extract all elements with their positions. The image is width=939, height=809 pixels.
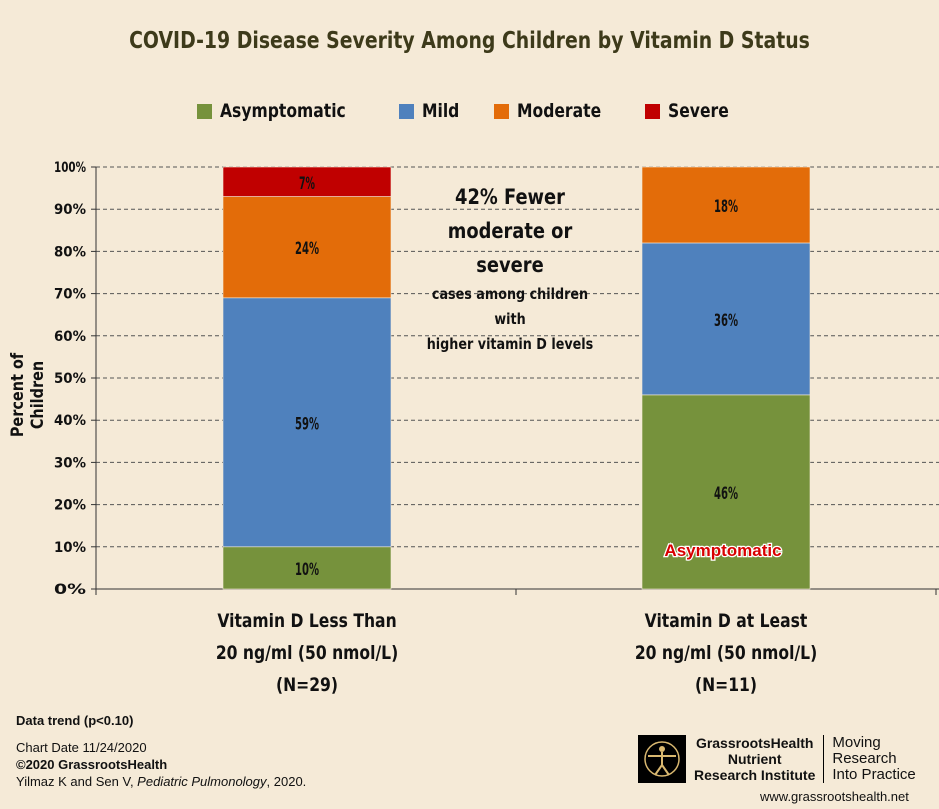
legend-label: Asymptomatic: [219, 100, 346, 122]
legend-item-mild: Mild: [399, 100, 468, 122]
logo-line1: GrassrootsHealth: [695, 735, 814, 751]
data-label-2-moderate: 18%: [714, 197, 738, 217]
logo-divider: [823, 735, 825, 783]
bar-1-asymptomatic: [222, 546, 392, 590]
legend-item-severe: Severe: [645, 100, 742, 122]
y-tick-label: 0%: [54, 582, 86, 598]
annotation-line4: higher vitamin D levels: [426, 335, 594, 353]
logo-line3: Research Institute: [694, 767, 816, 783]
chart-title: COVID-19 Disease Severity Among Children…: [129, 28, 810, 54]
logo-name: GrassrootsHealth Nutrient Research Insti…: [694, 735, 815, 783]
citation-journal: Pediatric Pulmonology: [137, 774, 267, 789]
x-category-1-line2: 20 ng/ml (50 nmol/L): [215, 642, 399, 664]
tagline-line2: Research: [832, 750, 897, 767]
bar-1-moderate: [222, 196, 392, 299]
bar-1-severe: [222, 166, 392, 197]
y-tick-label: 40%: [54, 413, 86, 429]
y-tick-label: 10%: [54, 540, 86, 556]
y-tick-label: 20%: [54, 498, 86, 514]
annotation-line2: moderate or severe: [447, 219, 573, 277]
legend-swatch: [399, 103, 415, 119]
legend-item-asymptomatic: Asymptomatic: [196, 100, 373, 122]
citation-year: , 2020.: [266, 774, 307, 789]
data-label-1-mild: 59%: [295, 414, 319, 434]
tagline-line1: Moving: [832, 734, 881, 751]
annotation-line1: 42% Fewer: [455, 185, 565, 209]
y-tick-label: 30%: [54, 455, 86, 471]
data-label-2-asymptomatic: 46%: [714, 484, 738, 504]
legend-item-moderate: Moderate: [493, 100, 620, 122]
tagline-line3: Into Practice: [832, 766, 916, 783]
y-tick-label: 90%: [54, 202, 86, 218]
bar-1-mild: [222, 297, 392, 548]
annotation-line3: cases among children with: [431, 285, 589, 328]
website-url[interactable]: www.grassrootshealth.net: [760, 789, 909, 804]
bar-2-asymptomatic: [641, 394, 811, 590]
footer: Data trend (p<0.10) Chart Date 11/24/202…: [16, 712, 306, 790]
x-category-1-line3: (N=29): [275, 674, 339, 696]
x-category-2-line2: 20 ng/ml (50 nmol/L): [634, 642, 818, 664]
fewer-cases-annotation: 42% Fewer moderate or severe cases among…: [425, 180, 595, 357]
data-label-1-moderate: 24%: [295, 239, 319, 259]
x-category-1: Vitamin D Less Than 20 ng/ml (50 nmol/L)…: [184, 605, 430, 701]
vitruvian-man-icon: [638, 735, 686, 783]
data-label-2-mild: 36%: [714, 311, 738, 331]
legend: Asymptomatic Mild Moderate Severe: [0, 100, 939, 122]
y-tick-label: 50%: [54, 371, 86, 387]
legend-swatch: [196, 103, 212, 119]
citation: Yilmaz K and Sen V, Pediatric Pulmonolog…: [16, 773, 306, 790]
bar-2-moderate: [641, 166, 811, 244]
y-tick-label: 100%: [54, 160, 86, 176]
y-tick-label: 60%: [54, 329, 86, 345]
x-category-2: Vitamin D at Least 20 ng/ml (50 nmol/L) …: [603, 605, 849, 701]
grassrootshealth-logo: GrassrootsHealth Nutrient Research Insti…: [638, 735, 916, 783]
bar-2-mild: [641, 242, 811, 396]
data-label-1-severe: 7%: [299, 174, 315, 194]
logo-tagline: Moving Research Into Practice: [832, 735, 915, 783]
legend-swatch: [645, 103, 661, 119]
legend-swatch: [493, 103, 509, 119]
legend-label: Mild: [422, 100, 460, 122]
data-trend: Data trend (p<0.10): [16, 713, 134, 728]
data-label-1-asymptomatic: 10%: [295, 560, 319, 580]
x-category-2-line3: (N=11): [694, 674, 758, 696]
citation-authors: Yilmaz K and Sen V,: [16, 774, 138, 789]
y-tick-label: 80%: [54, 244, 86, 260]
x-category-2-line1: Vitamin D at Least: [644, 610, 808, 632]
chart-date: Chart Date 11/24/2020: [16, 740, 147, 755]
legend-label: Moderate: [516, 100, 601, 122]
asymptomatic-overlay-label: Asymptomatic: [664, 541, 781, 560]
legend-label: Severe: [668, 100, 730, 122]
copyright: ©2020 GrassrootsHealth: [16, 757, 168, 772]
y-tick-label: 70%: [54, 287, 86, 303]
y-axis-label: Percent of Children: [8, 352, 48, 438]
logo-line2: Nutrient: [727, 751, 782, 767]
x-category-1-line1: Vitamin D Less Than: [217, 610, 397, 632]
